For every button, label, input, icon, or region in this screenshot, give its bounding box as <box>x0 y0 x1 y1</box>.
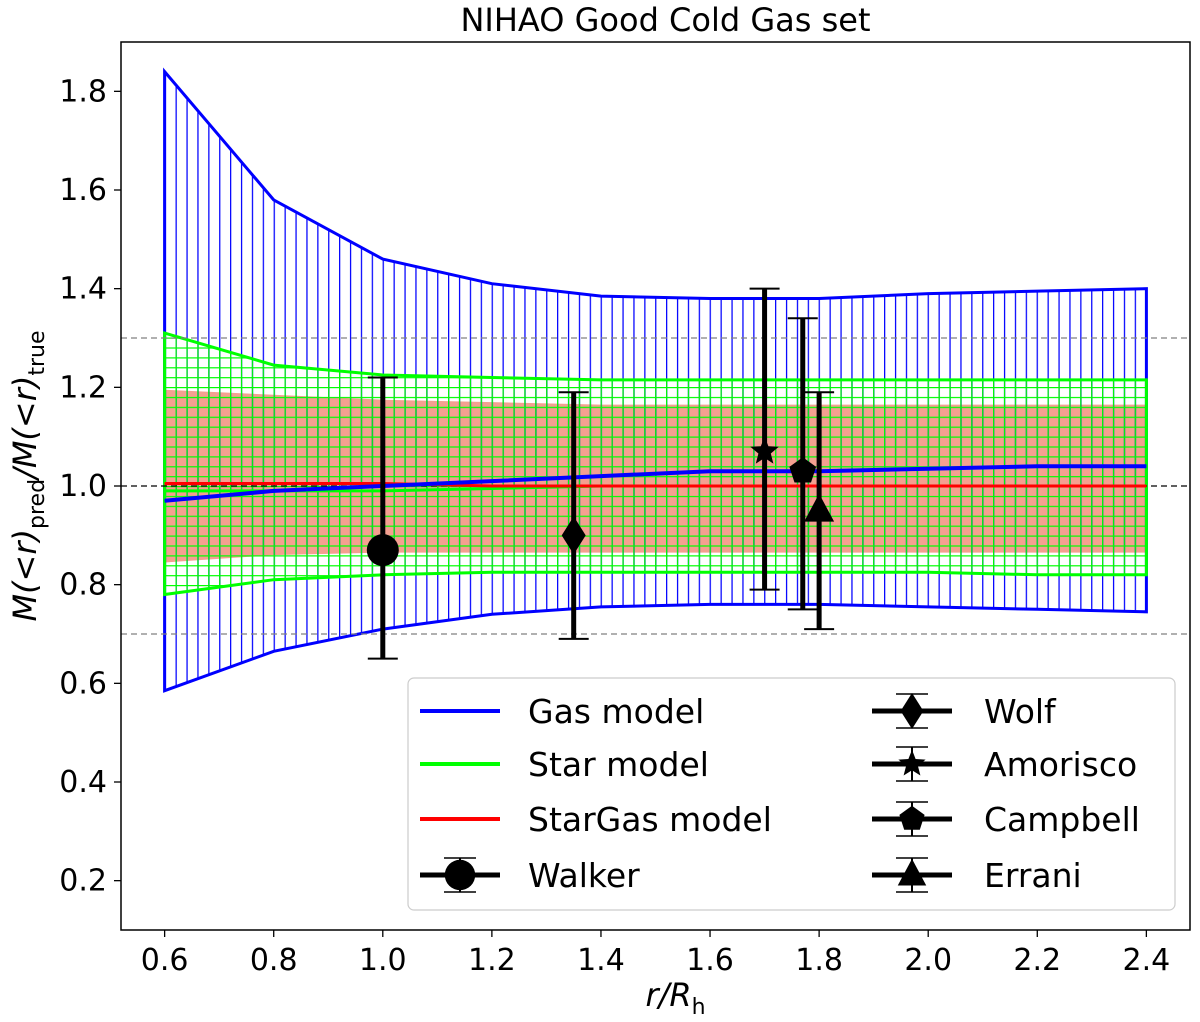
gas-median-line <box>164 464 1147 503</box>
wolf-marker <box>561 516 586 555</box>
legend-label-campbell: Campbell <box>984 800 1140 839</box>
stargas-median-line <box>164 482 1147 488</box>
legend-marker-walker <box>444 859 476 891</box>
x-tick-label-9: 2.4 <box>1123 943 1171 978</box>
legend-label-wolf: Wolf <box>984 692 1057 731</box>
y-tick-label-7: 1.6 <box>59 173 107 208</box>
legend-marker-amorisco <box>898 749 926 776</box>
y-tick-label-1: 0.4 <box>59 765 107 800</box>
chart-title: NIHAO Good Cold Gas set <box>460 1 870 39</box>
legend-label-gas-model: Gas model <box>528 692 704 731</box>
x-axis-label: r/Rh <box>645 976 705 1018</box>
legend-label-amorisco: Amorisco <box>984 745 1137 784</box>
y-axis-label-part2: /M(<r) <box>6 376 44 482</box>
legend-label-walker: Walker <box>528 856 640 895</box>
y-tick-label-5: 1.2 <box>59 370 107 405</box>
y-tick-label-6: 1.4 <box>59 272 107 307</box>
legend-marker-errani <box>897 858 927 886</box>
legend-label-errani: Errani <box>984 856 1082 895</box>
y-axis-label-sub1: pred <box>25 479 50 529</box>
y-tick-label-8: 1.8 <box>59 74 107 109</box>
x-tick-label-8: 2.2 <box>1013 943 1061 978</box>
y-tick-label-0: 0.2 <box>59 864 107 899</box>
x-tick-label-3: 1.2 <box>468 943 516 978</box>
y-axis-label-sub2: true <box>25 330 50 375</box>
legend-marker-campbell <box>899 805 925 830</box>
y-axis-label-part1: M(<r) <box>6 529 44 622</box>
x-tick-label-4: 1.4 <box>577 943 625 978</box>
campbell-marker <box>789 457 817 483</box>
errani-marker <box>804 493 835 522</box>
x-tick-label-0: 0.6 <box>141 943 189 978</box>
x-tick-label-2: 1.0 <box>359 943 407 978</box>
star-band <box>163 331 1148 597</box>
amorisco-marker <box>750 436 779 464</box>
x-tick-label-5: 1.6 <box>686 943 734 978</box>
x-axis-label-sub: h <box>692 995 706 1018</box>
legend-label-stargas-model: StarGas model <box>528 800 772 839</box>
legend-marker-wolf <box>900 692 924 730</box>
x-tick-label-7: 2.0 <box>904 943 952 978</box>
walker-marker <box>366 534 399 567</box>
legend-box <box>407 677 1176 911</box>
x-tick-label-1: 0.8 <box>250 943 298 978</box>
y-tick-label-4: 1.0 <box>59 469 107 504</box>
legend-label-star-model: Star model <box>528 745 709 784</box>
y-tick-label-3: 0.8 <box>59 568 107 603</box>
x-axis-label-main: r/R <box>645 976 691 1014</box>
y-tick-label-2: 0.6 <box>59 666 107 701</box>
x-tick-label-6: 1.8 <box>795 943 843 978</box>
y-axis-label: M(<r)pred/M(<r)true <box>6 330 50 621</box>
